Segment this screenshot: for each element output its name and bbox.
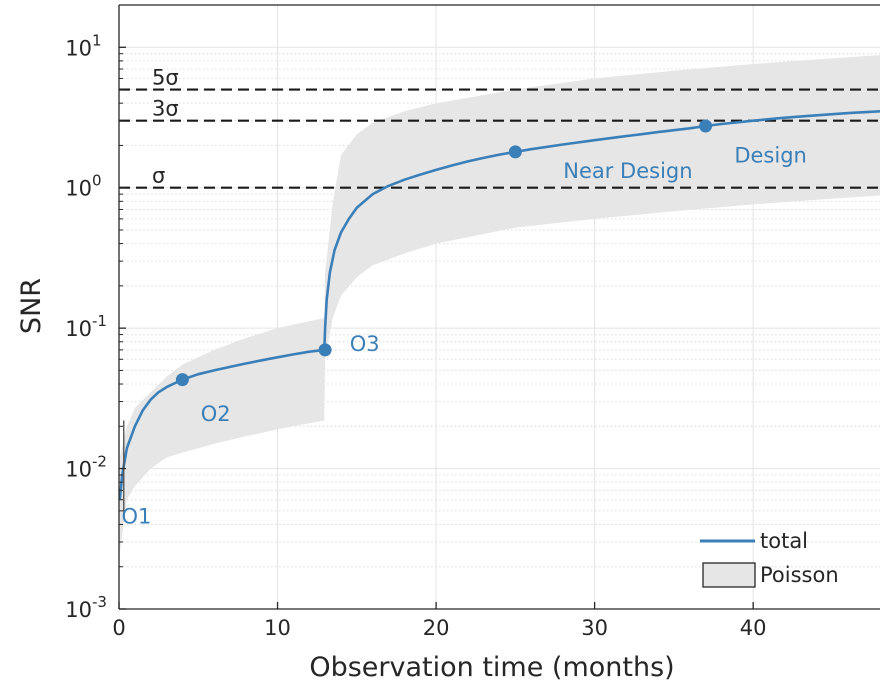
legend-patch-swatch [702,562,756,588]
y-tick-base: 10 [65,598,92,622]
marker-design [699,119,713,133]
y-tick-base: 10 [65,177,92,201]
sigma-label: 5σ [152,66,179,90]
y-axis-title: SNR [16,278,47,334]
y-tick-exponent: 1 [92,31,102,49]
y-tick-base: 10 [65,317,92,341]
x-tick-label: 40 [740,616,767,640]
sigma-label: 3σ [152,97,179,121]
y-tick-label: 10 0 [65,172,101,201]
marker-near-design [508,145,522,159]
y-tick-label: 10 -3 [65,593,107,622]
annotation-label: O1 [121,504,151,528]
annotations-layer: 5σ 3σ σ O1 O2 O3 Near Design Design [121,66,806,529]
y-tick-label: 10 -1 [65,312,107,341]
legend: total Poisson [700,529,839,588]
marker-o2 [175,373,189,387]
poisson-band [119,55,880,554]
x-tick-label: 10 [264,616,291,640]
poisson-band-layer [119,55,880,554]
legend-label: total [760,529,808,553]
marker-o3 [318,343,332,357]
annotation-label: Near Design [563,159,692,183]
y-tick-base: 10 [65,458,92,482]
sigma-label: σ [152,164,165,188]
x-tick-label: 20 [423,616,450,640]
annotation-label: O3 [350,332,380,356]
markers-layer [175,119,713,387]
y-tick-label: 10 1 [65,31,101,60]
y-tick-exponent: 0 [92,172,102,190]
annotation-label: O2 [201,402,231,426]
y-tick-base: 10 [65,36,92,60]
annotation-label: Design [734,143,807,167]
x-axis-title: Observation time (months) [309,652,674,683]
y-tick-exponent: -3 [92,593,107,611]
legend-label: Poisson [760,563,839,587]
y-tick-label: 10 -2 [65,453,107,482]
x-tick-label: 0 [112,616,125,640]
y-tick-exponent: -1 [92,312,107,330]
y-tick-exponent: -2 [92,453,107,471]
x-tick-label: 30 [581,616,608,640]
